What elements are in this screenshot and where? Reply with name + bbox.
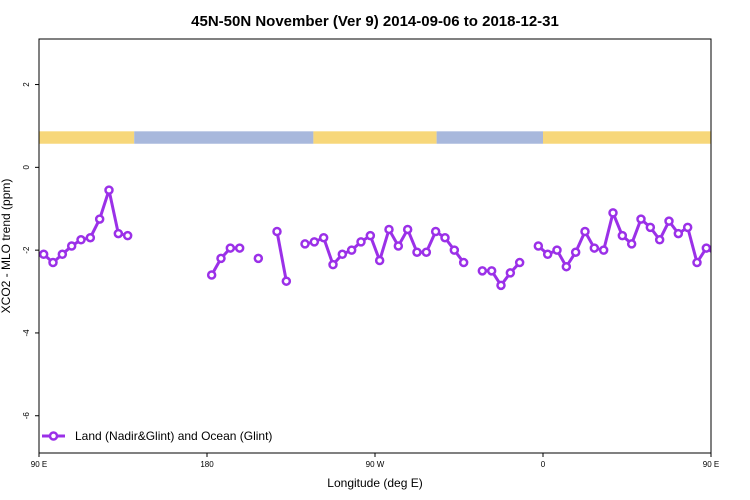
x-tick-label: 90 E — [31, 460, 47, 469]
data-point — [682, 222, 693, 233]
x-tick-label: 90 E — [703, 460, 719, 469]
data-point — [328, 259, 338, 270]
data-point — [94, 214, 105, 224]
data-point — [365, 230, 376, 241]
data-point — [85, 232, 96, 243]
data-point — [570, 247, 581, 257]
data-point — [346, 245, 357, 255]
data-point — [430, 226, 441, 237]
data-point — [412, 247, 422, 257]
data-point — [496, 280, 506, 291]
data-point — [104, 185, 114, 195]
data-point — [710, 253, 711, 256]
y-tick-label: -4 — [22, 329, 31, 337]
data-point — [533, 241, 544, 251]
data-point — [505, 268, 516, 278]
data-point — [598, 245, 609, 255]
data-point — [393, 241, 404, 251]
data-point — [39, 249, 49, 260]
y-axis: 2 0 -2 -4 -6 — [22, 82, 39, 420]
data-point — [384, 224, 394, 235]
data-point — [589, 243, 600, 253]
data-point — [645, 222, 656, 233]
y-tick-label: -2 — [22, 246, 31, 254]
data-point — [552, 245, 562, 255]
data-point — [300, 239, 310, 249]
data-point — [309, 237, 320, 247]
series-line — [537, 211, 711, 269]
y-axis-label: XCO2 - MLO trend (ppm) — [0, 179, 13, 314]
land-ocean-strip — [39, 131, 711, 144]
data-point — [722, 257, 729, 264]
data-point — [608, 208, 618, 218]
series-line — [304, 227, 465, 267]
data-point — [440, 232, 450, 243]
series-layer — [39, 185, 747, 291]
data-point — [356, 237, 366, 247]
data-point — [692, 257, 702, 268]
legend-marker-swatch — [48, 431, 59, 441]
data-point — [253, 253, 264, 264]
strip-segment-ocean — [134, 131, 314, 144]
legend-label: Land (Nadir&Glint) and Ocean (Glint) — [75, 429, 272, 443]
series-line — [42, 188, 128, 265]
y-tick-label: -6 — [22, 412, 31, 420]
data-point — [617, 230, 628, 241]
data-point — [216, 253, 226, 264]
data-point — [374, 255, 385, 266]
data-point — [122, 230, 133, 241]
data-point — [48, 257, 58, 268]
data-point — [57, 249, 68, 260]
data-point — [272, 226, 282, 237]
chart-title: 45N-50N November (Ver 9) 2014-09-06 to 2… — [191, 13, 559, 30]
data-point — [740, 243, 747, 250]
data-point — [673, 228, 684, 239]
data-point — [337, 249, 348, 260]
data-point — [206, 270, 217, 280]
data-point — [318, 232, 329, 243]
strip-segment-ocean — [436, 131, 543, 144]
data-point — [514, 257, 525, 268]
data-point — [458, 257, 469, 268]
data-point — [113, 228, 124, 239]
data-point — [542, 249, 553, 260]
data-point — [664, 216, 674, 226]
data-point — [66, 241, 77, 251]
y-tick-label: 0 — [22, 165, 31, 170]
series-line — [275, 231, 288, 282]
strip-segment-land — [543, 131, 711, 144]
data-point — [636, 214, 646, 224]
data-point — [477, 266, 488, 276]
data-point — [281, 276, 292, 286]
legend: Land (Nadir&Glint) and Ocean (Glint) — [42, 429, 272, 443]
data-point — [449, 245, 460, 255]
x-axis-label: Longitude (deg E) — [327, 476, 422, 490]
data-point — [486, 266, 497, 276]
data-point — [421, 247, 432, 257]
data-point — [561, 261, 572, 272]
data-point — [225, 243, 236, 253]
x-tick-label: 90 W — [366, 460, 385, 469]
data-point — [402, 224, 413, 235]
data-point — [76, 235, 86, 245]
x-tick-label: 180 — [200, 460, 214, 469]
strip-segment-land — [39, 131, 135, 144]
y-tick-label: 2 — [22, 82, 31, 87]
data-point — [626, 239, 637, 249]
data-point — [580, 226, 590, 237]
data-point — [701, 243, 711, 253]
strip-segment-land — [313, 131, 437, 144]
x-tick-label: 0 — [541, 460, 546, 469]
data-point — [654, 235, 665, 245]
series-line — [210, 246, 240, 276]
data-point — [731, 251, 738, 258]
data-point — [234, 243, 245, 253]
